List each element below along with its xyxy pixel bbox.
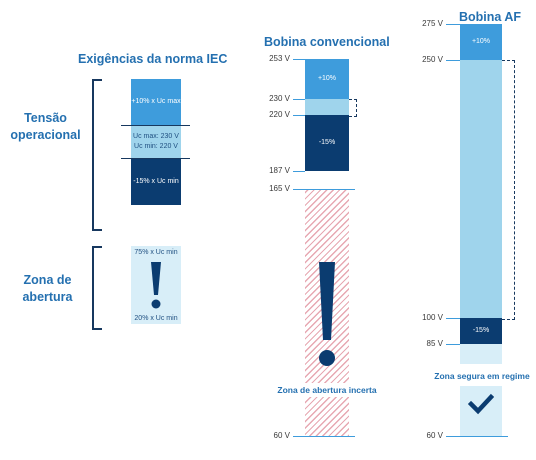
af-lower-block: -15% (460, 318, 502, 344)
af-tolerance-marker (502, 60, 515, 320)
opening-bracket (92, 246, 102, 330)
tick-165v: 165 V (269, 184, 290, 193)
tick-line-60v-af (446, 436, 508, 437)
tick-line-220v (293, 115, 305, 116)
caption-backdrop (303, 383, 351, 397)
iec-opening-block: 75% x Uc min 20% x Uc min (131, 246, 181, 324)
tick-line-275v (446, 24, 460, 25)
tick-line-253v (293, 59, 305, 60)
tick-220v: 220 V (269, 110, 290, 119)
af-upper-block: +10% (460, 24, 502, 60)
exclamation-icon (151, 262, 161, 309)
iec-umax-label: Uc max: 230 V (133, 132, 179, 140)
conventional-tolerance-marker (349, 99, 357, 117)
iec-umax-line (121, 125, 190, 126)
tick-275v: 275 V (422, 19, 443, 28)
tick-253v: 253 V (269, 54, 290, 63)
tick-60v: 60 V (273, 431, 290, 440)
af-nominal-block (460, 60, 502, 318)
iec-umin-line (121, 158, 190, 159)
af-safe-extension (460, 344, 502, 364)
exclamation-icon (319, 262, 335, 366)
iec-umin-label: Uc min: 220 V (134, 142, 178, 150)
iec-lower-block: -15% x Uc min (131, 158, 181, 205)
opening-bottom-label: 20% x Uc min (134, 315, 178, 322)
conventional-upper-block: +10% (305, 59, 349, 99)
opening-label: Zona de abertura (22, 273, 73, 304)
iec-title: Exigências da norma IEC (78, 52, 228, 66)
uncertain-zone-caption: Zona de abertura incerta (277, 385, 377, 395)
tick-187v: 187 V (269, 166, 290, 175)
iec-upper-block: +10% x Uc max (131, 79, 181, 125)
checkmark-icon (468, 393, 494, 415)
conventional-title: Bobina convencional (264, 35, 390, 49)
tick-85v: 85 V (426, 339, 443, 348)
conventional-lower-block: -15% (305, 115, 349, 171)
tick-line-230v (293, 99, 305, 100)
tick-line-100v (446, 318, 460, 319)
af-title: Bobina AF (459, 10, 522, 24)
operational-bracket (92, 79, 102, 231)
tick-line-85v (446, 344, 460, 345)
tick-line-250v (446, 60, 460, 61)
opening-top-label: 75% x Uc min (134, 249, 178, 256)
tick-60v-af: 60 V (426, 431, 443, 440)
tick-line-165v (293, 189, 355, 190)
tick-line-187v (293, 171, 305, 172)
tick-250v: 250 V (422, 55, 443, 64)
operational-label: Tensão operacional (10, 111, 81, 142)
safe-zone-caption: Zona segura em regime (434, 371, 530, 381)
af-safe-zone (460, 386, 502, 436)
iec-nominal-block: Uc max: 230 V Uc min: 220 V (131, 125, 181, 158)
tick-line-60v (293, 436, 355, 437)
tick-100v: 100 V (422, 313, 443, 322)
tick-230v: 230 V (269, 94, 290, 103)
conventional-nominal-block (305, 99, 349, 115)
